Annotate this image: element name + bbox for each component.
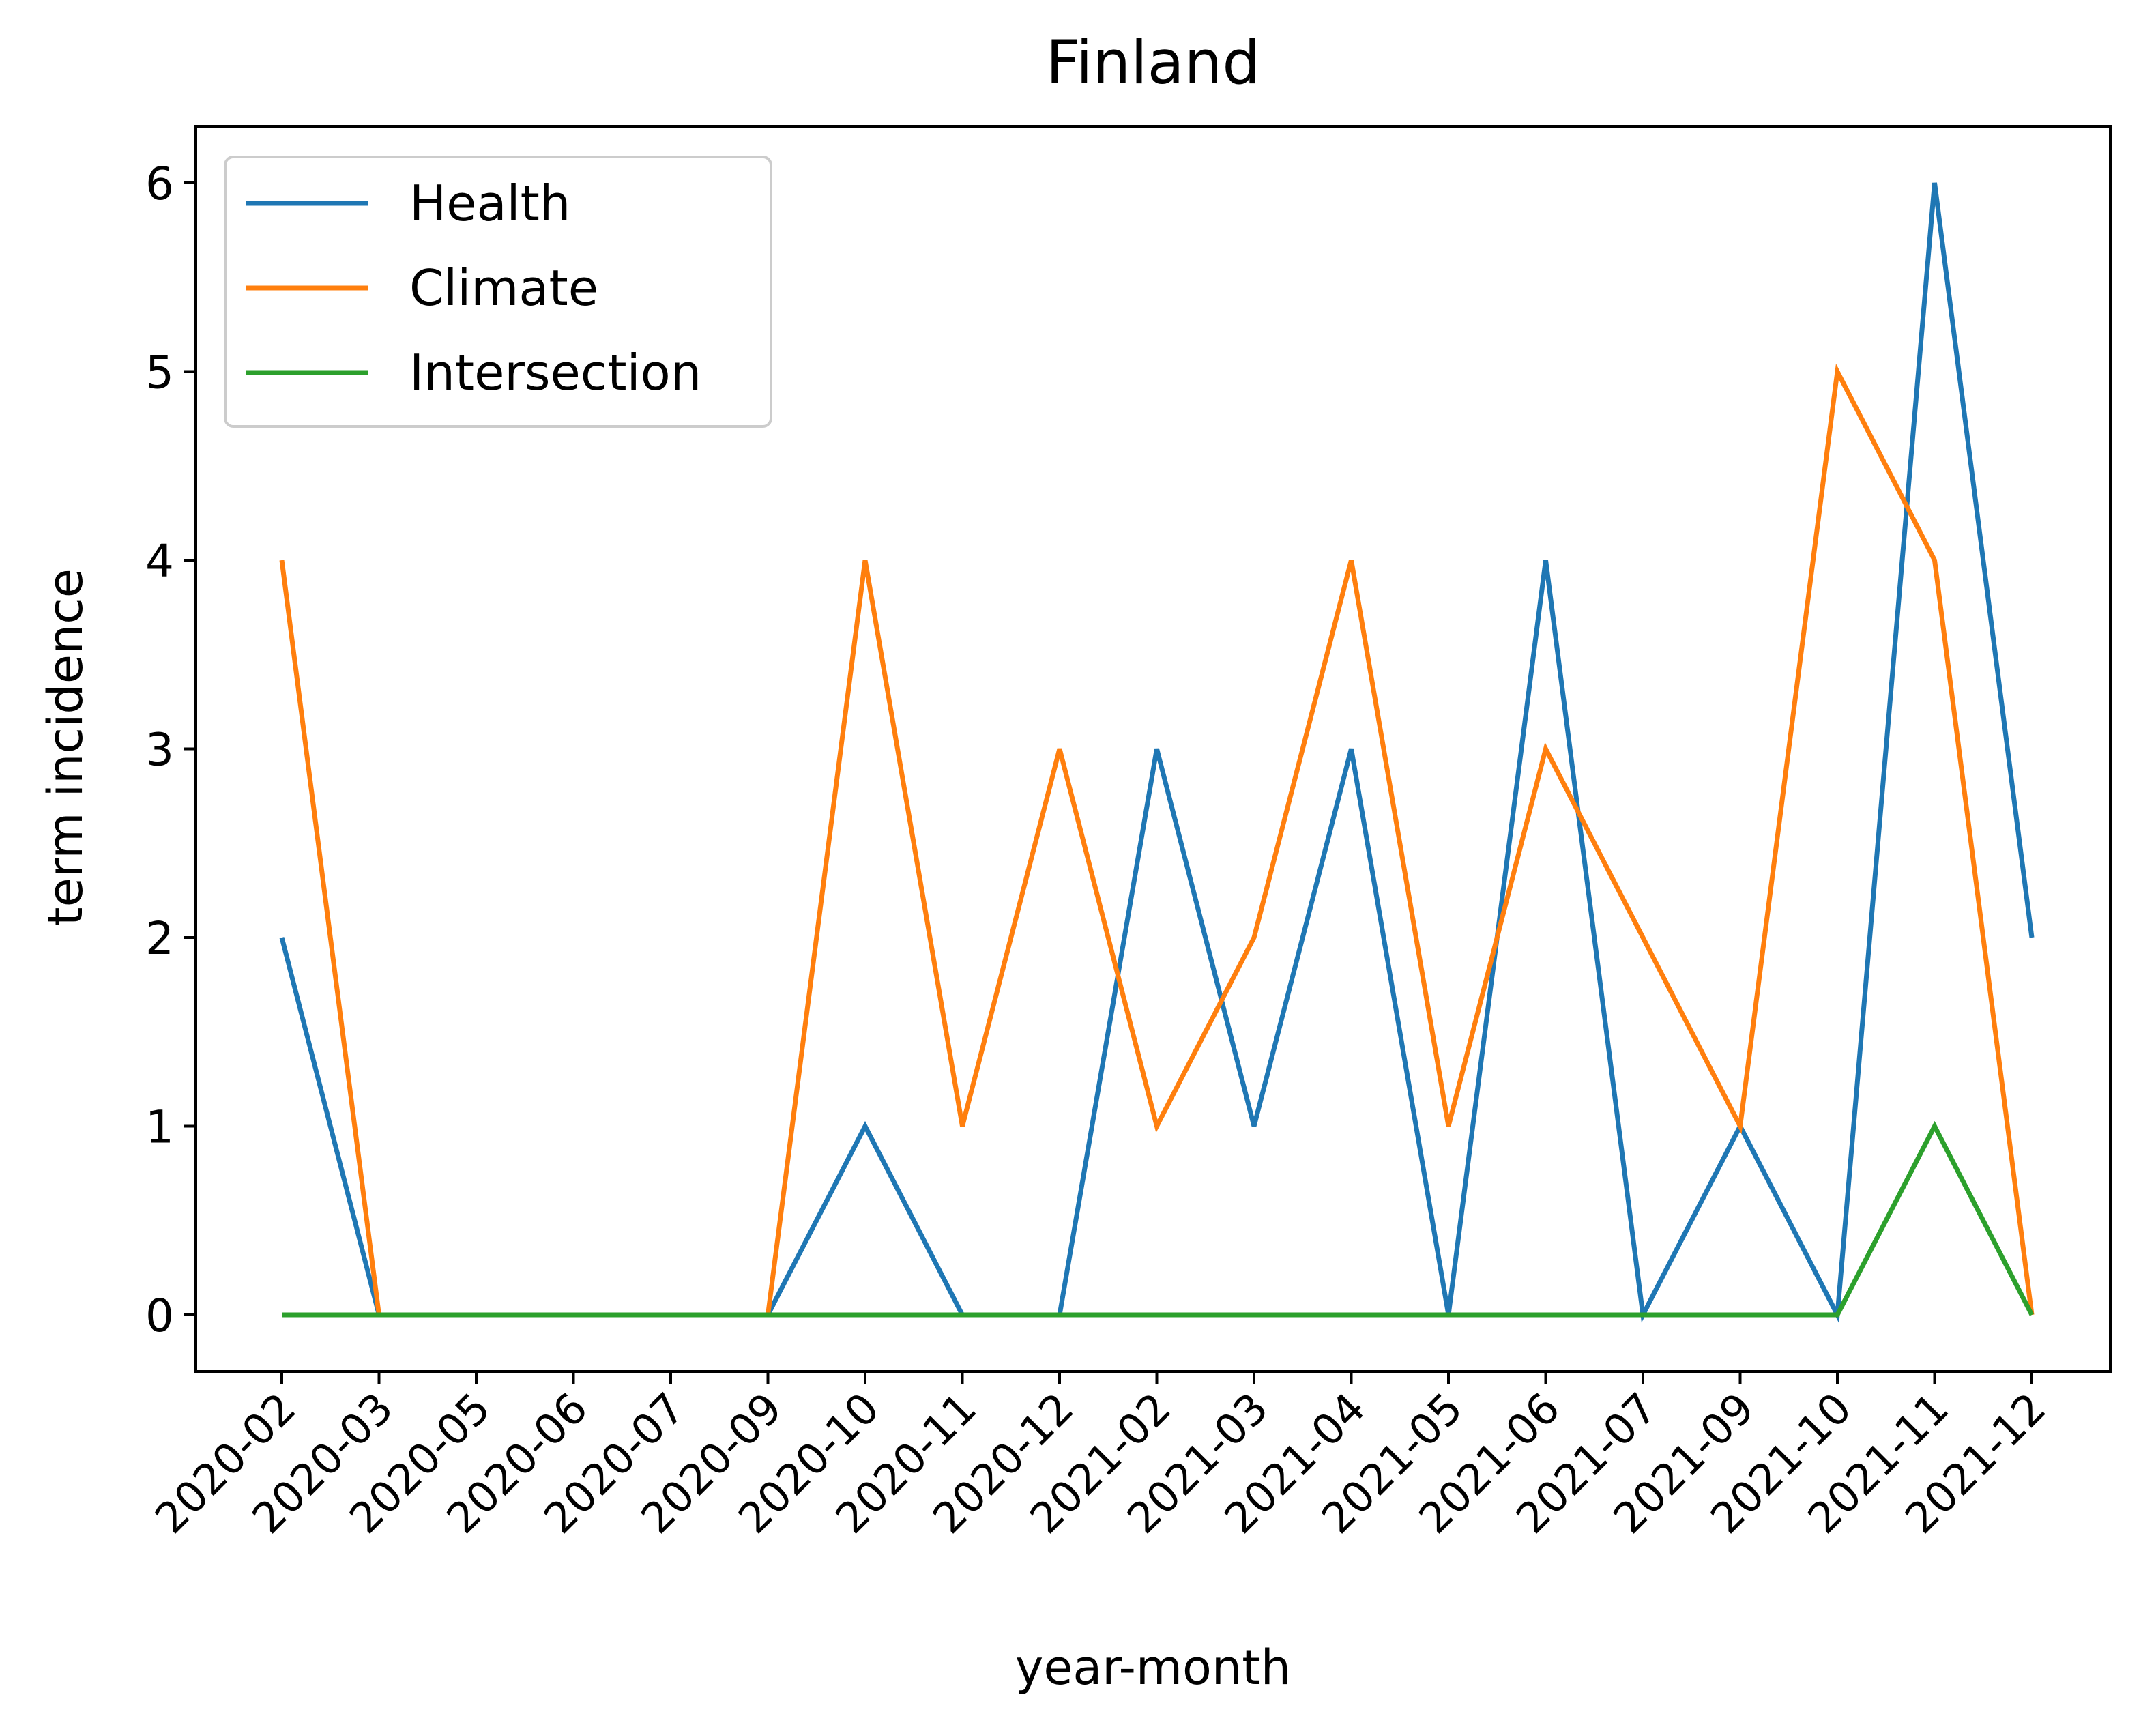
legend-label-climate: Climate <box>409 259 598 317</box>
y-tick-label: 0 <box>145 1290 174 1342</box>
y-tick-label: 2 <box>145 912 174 965</box>
legend: Health Climate Intersection <box>224 156 772 428</box>
y-axis: 0 1 2 3 4 5 6 <box>145 158 196 1342</box>
series-lines <box>279 182 2035 1324</box>
legend-label-health: Health <box>409 175 570 232</box>
chart-title: Finland <box>1046 27 1260 98</box>
series-line-intersection <box>282 1120 2035 1318</box>
y-axis-label: term incidence <box>38 568 93 926</box>
y-tick-label: 5 <box>145 346 174 398</box>
legend-box <box>224 156 772 428</box>
x-axis-label: year-month <box>1015 1640 1291 1696</box>
y-tick-label: 1 <box>145 1101 174 1154</box>
legend-label-intersection: Intersection <box>409 344 701 401</box>
y-tick-label: 4 <box>145 535 174 587</box>
y-tick-label: 6 <box>145 158 174 210</box>
legend-items: Health Climate Intersection <box>246 175 701 401</box>
y-tick-label: 3 <box>145 724 174 776</box>
